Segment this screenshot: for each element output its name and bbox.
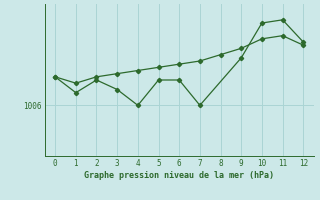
X-axis label: Graphe pression niveau de la mer (hPa): Graphe pression niveau de la mer (hPa) <box>84 171 274 180</box>
